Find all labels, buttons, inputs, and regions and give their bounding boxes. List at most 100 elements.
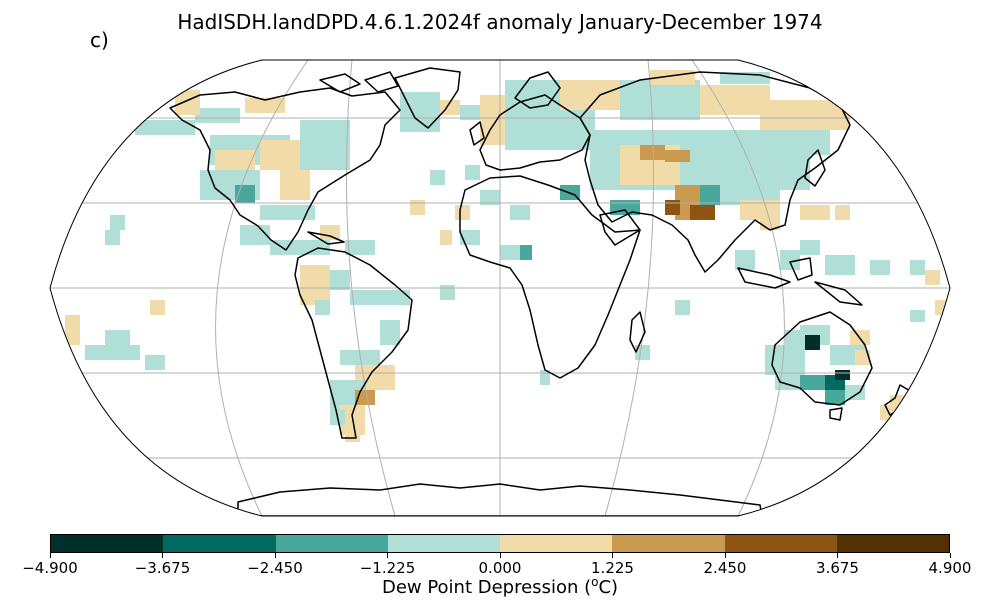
anomaly-cell — [105, 330, 130, 345]
anomaly-cell — [400, 92, 440, 132]
anomaly-cell — [560, 80, 630, 110]
colorbar-tick-label: 3.675 — [816, 559, 859, 577]
anomaly-cell — [835, 370, 850, 380]
colorbar-label: Dew Point Depression (oC) — [0, 575, 1000, 598]
colorbar-label-unit: C) — [598, 577, 619, 598]
anomaly-cell — [280, 170, 310, 200]
anomaly-cell — [195, 108, 240, 123]
colorbar-segment — [275, 535, 388, 552]
colorbar-segment — [387, 535, 500, 552]
colorbar-tick-label: −1.225 — [359, 559, 416, 577]
anomaly-cell — [925, 270, 940, 285]
colorbar-tick — [949, 553, 951, 558]
anomaly-cell — [380, 320, 400, 345]
anomaly-cell — [765, 345, 785, 375]
anomaly-cell — [135, 120, 195, 135]
colorbar-tick-label: 4.900 — [928, 559, 972, 577]
anomaly-cell — [700, 85, 770, 115]
colorbar-tick-label: 1.225 — [591, 559, 634, 577]
anomaly-cell — [735, 250, 755, 270]
anomaly-cell — [800, 205, 830, 220]
colorbar-segment — [51, 535, 164, 552]
anomaly-cell — [825, 255, 855, 275]
anomaly-cell — [460, 230, 480, 245]
anomaly-cell — [300, 265, 330, 305]
anomaly-cell — [410, 200, 425, 215]
map-title: HadISDH.landDPD.4.6.1.2024f anomaly Janu… — [177, 10, 823, 34]
anomaly-cell — [440, 230, 452, 245]
anomaly-cell — [520, 245, 532, 260]
anomaly-cell — [300, 120, 350, 170]
colorbar-tick — [162, 553, 163, 558]
anomaly-cell — [110, 215, 125, 230]
anomaly-cell — [215, 150, 255, 170]
anomaly-cell — [665, 150, 690, 162]
anomaly-cell — [690, 205, 715, 220]
anomaly-cell — [105, 230, 120, 245]
anomaly-cell — [845, 385, 865, 400]
colorbar-label-superscript: o — [591, 575, 599, 589]
anomaly-cell — [65, 315, 80, 345]
anomaly-cell — [935, 300, 947, 315]
colorbar-tick-label: −3.675 — [134, 559, 191, 577]
colorbar-segment — [163, 535, 276, 552]
anomaly-cell — [465, 165, 480, 180]
anomaly-cell — [150, 300, 165, 315]
anomaly-cell — [480, 190, 500, 205]
colorbar — [50, 534, 950, 553]
colorbar-tick — [499, 553, 501, 558]
panel-label: c) — [90, 28, 109, 52]
anomaly-cell — [620, 80, 700, 120]
anomaly-cell — [835, 205, 850, 220]
anomaly-grid-cells — [65, 70, 947, 442]
anomaly-cell — [430, 170, 445, 185]
colorbar-tick — [274, 553, 276, 558]
anomaly-cell — [175, 90, 200, 115]
colorbar-tick-label: −4.900 — [22, 559, 78, 577]
anomaly-cell — [700, 185, 725, 205]
anomaly-cell — [345, 430, 360, 442]
anomaly-cell — [455, 205, 470, 220]
anomaly-cell — [665, 200, 680, 215]
colorbar-tick — [387, 553, 388, 558]
anomaly-cell — [260, 140, 300, 170]
anomaly-cell — [260, 205, 315, 220]
colorbar-segment — [836, 535, 949, 552]
colorbar-tick-label: −2.450 — [247, 559, 303, 577]
anomaly-cell — [160, 80, 175, 95]
anomaly-cell — [510, 205, 530, 220]
anomaly-cell — [85, 345, 125, 360]
anomaly-cell — [315, 300, 330, 315]
anomaly-cell — [120, 345, 140, 360]
anomaly-cell — [800, 375, 830, 390]
anomaly-cell — [910, 260, 925, 275]
colorbar-segment — [612, 535, 725, 552]
colorbar-segment — [724, 535, 837, 552]
anomaly-cell — [870, 260, 890, 275]
anomaly-cell — [780, 250, 800, 270]
colorbar-tick — [724, 553, 726, 558]
colorbar-tick — [49, 553, 51, 558]
colorbar-label-main: Dew Point Depression ( — [381, 577, 592, 598]
anomaly-cell — [350, 290, 410, 305]
colorbar-tick — [612, 553, 613, 558]
anomaly-cell — [320, 225, 340, 240]
map-boundary — [49, 59, 951, 517]
coastlines — [169, 67, 913, 516]
anomaly-cell — [270, 240, 330, 255]
anomaly-cell — [775, 375, 800, 390]
anomaly-cell — [500, 245, 520, 260]
anomaly-cell — [675, 300, 690, 315]
colorbar-tick-label: 0.000 — [478, 559, 522, 577]
anomaly-cell — [245, 98, 285, 113]
anomaly-cell — [440, 285, 455, 300]
anomaly-cell — [635, 345, 650, 360]
anomaly-cell — [460, 105, 480, 120]
anomaly-cell — [910, 310, 925, 322]
anomaly-cell — [825, 390, 845, 405]
graticule — [50, 60, 950, 516]
colorbar-segment — [500, 535, 613, 552]
world-map — [49, 59, 951, 517]
anomaly-cell — [800, 240, 820, 255]
colorbar-tick — [837, 553, 838, 558]
